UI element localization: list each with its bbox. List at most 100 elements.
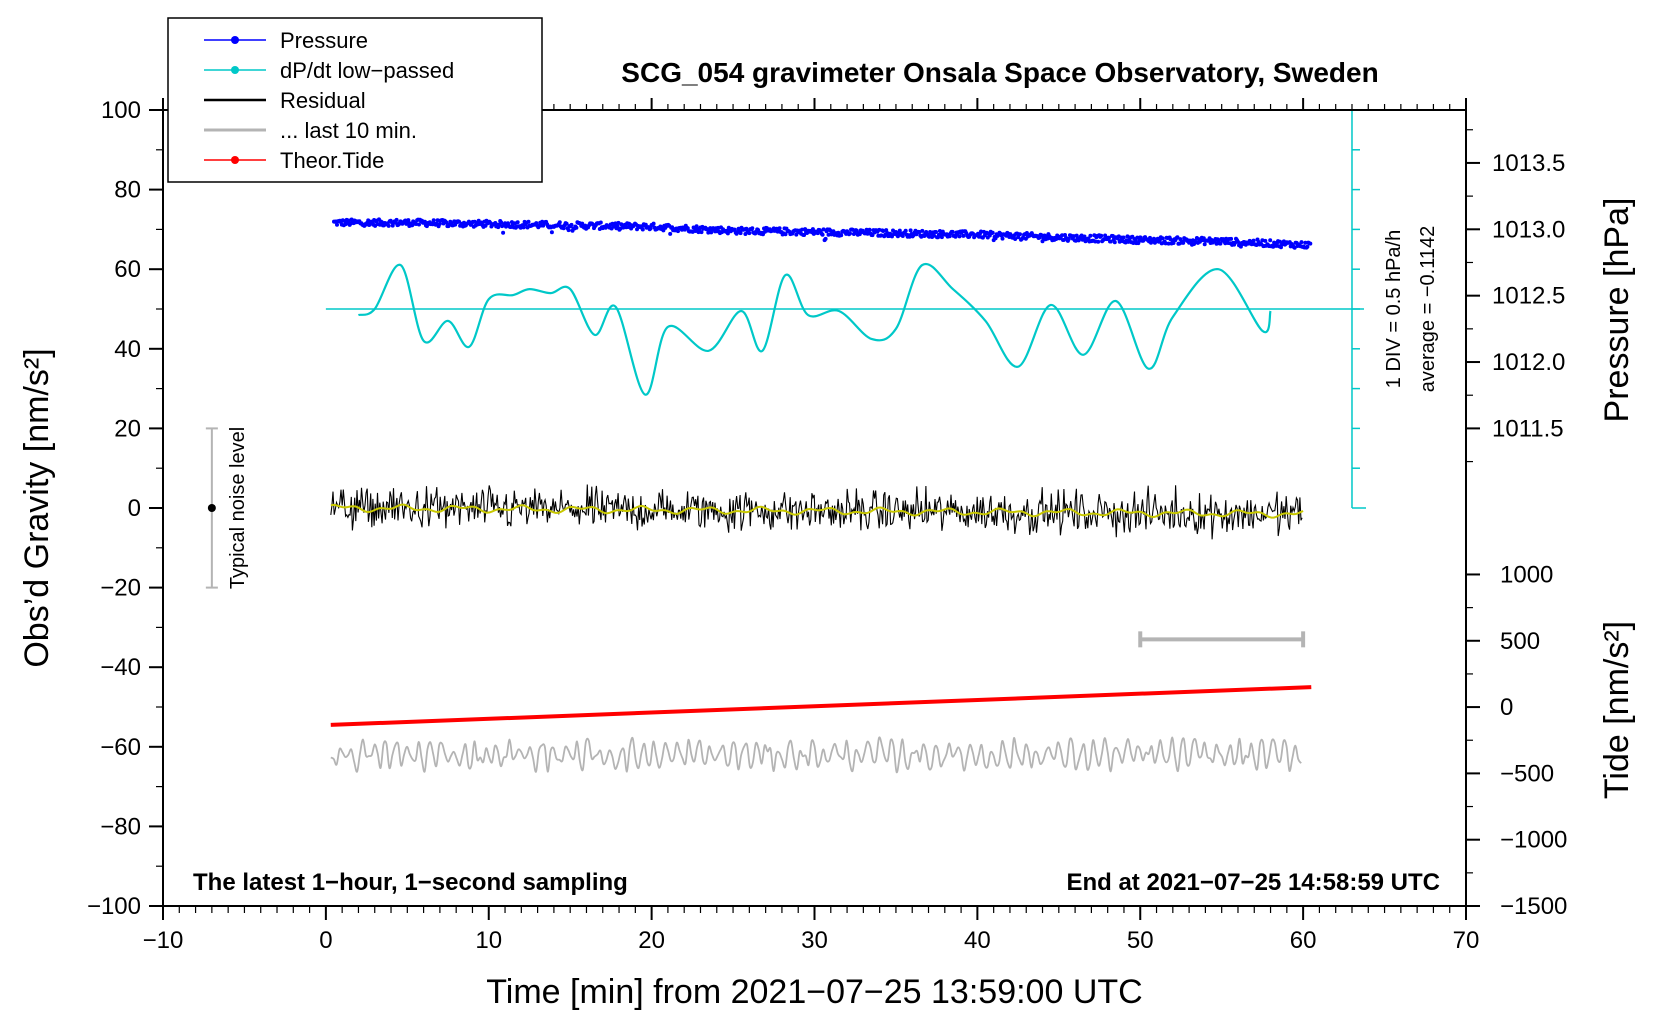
dpdt-curve	[358, 262, 1272, 396]
pressure-point	[821, 227, 826, 232]
pressure-point	[939, 235, 944, 240]
pressure-tick-label: 1013.5	[1492, 150, 1565, 177]
pressure-point	[1013, 237, 1018, 241]
plot-data-layer	[205, 109, 1366, 774]
chart-title: SCG_054 gravimeter Onsala Space Observat…	[621, 57, 1378, 88]
pressure-point	[823, 236, 828, 241]
pressure-point	[725, 231, 730, 236]
y-tick-label: 20	[114, 415, 141, 442]
pressure-point	[1224, 236, 1229, 241]
pressure-tick-label: 1011.5	[1492, 415, 1564, 442]
tide-tick-label: 500	[1500, 628, 1540, 655]
y-tick-label: 0	[128, 495, 141, 522]
pressure-point	[564, 221, 569, 226]
y-tick-label: 100	[101, 97, 141, 124]
pressure-point	[501, 230, 506, 235]
legend-marker	[231, 156, 239, 164]
pressure-point	[1175, 235, 1180, 240]
pressure-point	[1099, 233, 1104, 238]
pressure-point	[574, 225, 579, 230]
x-tick-label: 60	[1290, 927, 1317, 954]
pressure-point	[1135, 235, 1140, 240]
pressure-point	[1171, 241, 1176, 245]
pressure-point	[561, 226, 566, 231]
x-axis-label: Time [min] from 2021−07−25 13:59:00 UTC	[486, 973, 1142, 1011]
pressure-point	[1254, 243, 1259, 247]
tide-tick-label: 0	[1500, 694, 1513, 721]
pressure-point	[802, 233, 807, 237]
x-tick-label: 20	[638, 927, 665, 954]
tide-tick-label: −1500	[1500, 893, 1567, 920]
pressure-point	[1103, 233, 1108, 238]
pressure-point	[549, 230, 554, 235]
legend-label: Theor.Tide	[280, 148, 384, 173]
pressure-point	[1268, 238, 1273, 243]
pressure-point	[668, 231, 673, 236]
pressure-point	[1096, 239, 1101, 244]
pressure-point	[651, 221, 656, 226]
residual-series	[330, 484, 1303, 540]
pressure-point	[831, 229, 836, 234]
legend-label: ... last 10 min.	[280, 118, 417, 143]
pressure-point	[903, 228, 908, 233]
pressure-point	[1305, 244, 1310, 249]
y-tick-label: −40	[100, 654, 141, 681]
residual-lowpass-series	[330, 503, 1304, 519]
pressure-point	[747, 231, 752, 236]
pressure-point	[1018, 232, 1022, 237]
legend-marker	[231, 36, 239, 44]
pressure-tick-label: 1013.0	[1492, 216, 1565, 243]
tide-tick-label: −1000	[1500, 827, 1567, 854]
pressure-point	[696, 230, 701, 235]
y-tick-label: 80	[114, 177, 141, 204]
pressure-point	[1112, 240, 1117, 245]
pressure-point	[417, 222, 421, 227]
pressure-point	[1107, 235, 1111, 240]
pressure-point	[864, 227, 869, 232]
pressure-point	[386, 223, 391, 228]
pressure-point	[1308, 241, 1313, 246]
pressure-point	[920, 228, 925, 233]
pressure-point	[526, 219, 531, 224]
pressure-point	[1093, 239, 1098, 244]
pressure-point	[566, 228, 571, 233]
pressure-point	[927, 234, 932, 239]
pressure-point	[1163, 241, 1168, 246]
pressure-point	[934, 230, 938, 234]
pressure-point	[820, 232, 825, 237]
pressure-point	[1066, 236, 1071, 241]
pressure-point	[908, 228, 913, 233]
pressure-point	[457, 219, 462, 224]
pressure-point	[1121, 235, 1126, 240]
pressure-point	[848, 231, 852, 236]
pressure-point	[435, 218, 440, 223]
pressure-point	[437, 222, 442, 226]
pressure-point	[373, 223, 378, 228]
last10-series	[330, 736, 1302, 774]
y-tick-label: −60	[100, 734, 141, 761]
end-time-note: End at 2021−07−25 14:58:59 UTC	[1066, 869, 1440, 896]
pressure-point	[1251, 238, 1256, 243]
pressure-point	[950, 229, 955, 234]
pressure-point	[783, 232, 788, 237]
y-tick-label: 40	[114, 336, 141, 363]
y-tick-label: −100	[87, 893, 141, 920]
pressure-tick-label: 1012.0	[1492, 349, 1565, 376]
noise-bar-center	[207, 504, 216, 512]
pressure-point	[557, 220, 562, 225]
pressure-point	[1108, 239, 1113, 244]
pressure-point	[885, 230, 890, 235]
pressure-point	[850, 227, 855, 232]
y-axis-label-pressure: Pressure [hPa]	[1598, 198, 1636, 423]
pressure-point	[709, 230, 714, 235]
x-tick-label: 70	[1453, 927, 1480, 954]
pressure-point	[615, 224, 620, 229]
x-tick-label: −10	[143, 927, 184, 954]
legend-label: Residual	[280, 88, 366, 113]
pressure-point	[1160, 236, 1165, 241]
pressure-point	[444, 220, 449, 225]
pressure-point	[1181, 240, 1186, 245]
pressure-point	[1039, 233, 1044, 238]
pressure-point	[1299, 240, 1304, 245]
